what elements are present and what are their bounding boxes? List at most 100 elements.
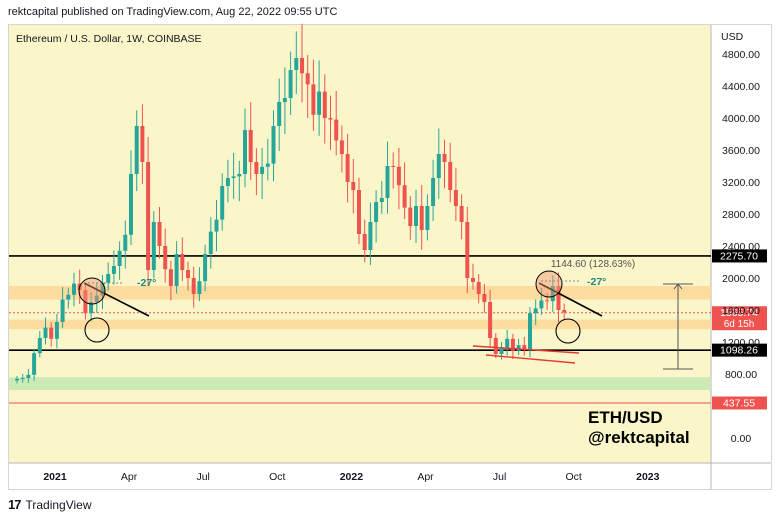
candle-body [271,126,276,164]
candle-body [214,219,219,232]
tradingview-logo-text: TradingView [25,497,92,512]
x-tick-label: 2023 [636,471,660,483]
candle-body [499,348,504,354]
y-tick-label: 3200.00 [722,177,760,189]
candle-body [129,174,133,235]
candle-body [186,270,190,278]
candle-body [465,222,470,278]
y-tick-label: 1600.00 [722,305,760,317]
candle-body [396,166,401,186]
circle-top-right [535,270,563,298]
candle-body [49,327,54,339]
x-axis-labels: 2021 Apr Jul Oct 2022 Apr Jul Oct 2023 [43,471,659,483]
candle-body [351,182,356,190]
candle-body [197,281,202,294]
angle-label-left: -27° [137,277,156,289]
candle-body [459,206,464,222]
candle-body [157,222,162,246]
level-label-1: 1565.74 [720,307,758,319]
wedge-top [472,345,580,354]
level-label-2: 1098.26 [720,345,758,357]
level-label-3: 437.55 [723,397,755,409]
candle-body [106,274,111,283]
candle-body [516,345,521,351]
candle-body [442,154,447,162]
candle-body [556,286,561,310]
level-tag-3 [712,396,767,410]
circle-top-left [78,277,106,305]
zone-green [9,377,711,390]
candle-body [300,58,304,74]
tradingview-logo-mark: 17 [8,497,22,512]
candle-body [117,250,122,266]
candle-body [260,166,265,174]
level-label-0: 2275.70 [720,250,758,262]
y-tick-label: 3600.00 [722,145,760,157]
publisher-line: rektcapital published on TradingView.com… [8,6,338,18]
candle-body [123,234,128,251]
candle-body [60,299,65,322]
candle-body [311,84,316,115]
candle-body [374,202,379,222]
x-tick-label: Oct [566,471,582,483]
y-tick-label: 2400.00 [722,241,760,253]
watermark: ETH/USD @rektcapital [588,408,690,448]
candle-body [436,154,441,178]
trendline-right [538,282,603,317]
candle-body [345,154,350,182]
candle-body [83,290,88,314]
candle-body [357,190,361,234]
candle-body [453,190,458,206]
candle-body [37,338,42,354]
candle-body [414,206,418,226]
candle-body [334,119,339,141]
candle-body [26,374,31,378]
candle-body [140,126,145,162]
plot-background [9,25,711,463]
candle-body [379,198,384,202]
candle-body [408,207,413,226]
candle-body [208,231,213,254]
candle-body [163,246,168,270]
candle-body [305,73,310,85]
y-tick-label: 4800.00 [722,49,760,61]
candle-body [111,266,116,274]
y-tick-label: 2000.00 [722,273,760,285]
candle-body [282,98,287,102]
y-tick-label: 4400.00 [722,81,760,93]
y-tick-label: 800.00 [725,369,757,381]
candle-body [545,300,550,302]
x-tick-label: Jul [196,471,209,483]
candle-body [254,162,259,174]
measure-label: 1144.60 (128.63%) [551,259,635,270]
candle-body [425,206,430,230]
tradingview-footer[interactable]: 17 TradingView [8,497,92,512]
zone-lower-orange [9,319,711,330]
candle-body [368,222,373,250]
level-tag-2 [712,343,767,357]
candle-body [402,185,407,208]
candle-body [510,338,515,351]
x-tick-label: 2021 [43,471,67,483]
circle-bottom-right [555,318,581,344]
candle-body [550,286,555,302]
candle-body [134,126,139,174]
circle-bottom-left [84,317,110,343]
candle-body [448,162,453,190]
candle-body [294,58,299,70]
measure-arrow [673,283,683,290]
candle-body [385,166,390,198]
candle-body [43,327,48,338]
candle-body [419,206,424,230]
candle-body [203,254,208,282]
candle-body [191,278,196,294]
candle-body [322,91,327,118]
y-tick-label: 2800.00 [722,209,760,221]
zones-layer [9,286,711,390]
candle-body [54,322,59,339]
chart-title: Ethereum / U.S. Dollar, 1W, COINBASE [16,33,202,45]
candle-body [522,345,527,350]
candle-body [146,162,151,270]
